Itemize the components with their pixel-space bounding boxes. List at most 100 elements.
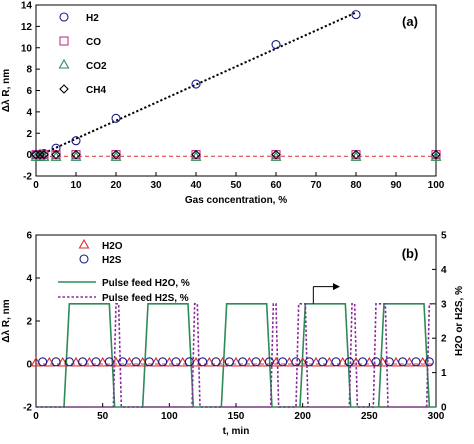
data-point (78, 238, 90, 249)
data-point (78, 357, 88, 367)
data-point (171, 357, 181, 367)
series-ch4 (31, 149, 441, 160)
y2-tick-label: 3 (441, 299, 447, 310)
x-tick-label: 20 (110, 180, 122, 191)
x-tick-label: 200 (294, 411, 311, 422)
x-axis-label: t, min (223, 426, 250, 437)
series-co (31, 150, 441, 160)
y2-axis-label: H2O or H2S, % (454, 286, 465, 356)
legend-label: H2O (102, 241, 123, 252)
data-point (131, 357, 141, 367)
data-point (38, 357, 48, 367)
x-tick-label: 80 (350, 180, 362, 191)
data-point (191, 79, 201, 89)
x-tick-label: 10 (70, 180, 82, 191)
pulse-h2o-line (36, 302, 436, 408)
x-tick-label: 60 (270, 180, 282, 191)
legend-label: H2 (86, 13, 99, 24)
y-tick-label: -2 (23, 172, 32, 183)
y2-tick-label: 1 (441, 368, 447, 379)
data-point (35, 149, 45, 160)
data-point (398, 357, 408, 367)
legend-label: Pulse feed H2O, % (102, 278, 190, 289)
data-point (59, 36, 69, 46)
x-tick-label: 300 (428, 411, 445, 422)
data-point (304, 357, 314, 367)
data-point (51, 357, 61, 367)
panel-label: (b) (402, 246, 419, 261)
data-point (64, 357, 74, 367)
y-tick-label: -2 (23, 403, 32, 414)
data-point (371, 357, 381, 367)
x-tick-label: 30 (150, 180, 162, 191)
data-point (411, 357, 421, 367)
legend-label: Pulse feed H2S, % (102, 293, 189, 304)
data-point (91, 357, 101, 367)
data-point (211, 357, 221, 367)
series-h2o (30, 356, 429, 367)
data-point (224, 357, 234, 367)
data-point (58, 58, 70, 69)
y-tick-label: 4 (26, 107, 32, 118)
data-point (51, 149, 61, 160)
data-point (184, 357, 194, 367)
y-axis-label: Δλ R, nm (1, 299, 12, 342)
data-point (71, 149, 81, 160)
data-point (351, 149, 361, 160)
x-tick-label: 0 (33, 411, 39, 422)
data-point (264, 357, 274, 367)
y-axis-label: Δλ R, nm (1, 69, 12, 112)
data-point (59, 84, 69, 94)
data-point (59, 12, 69, 22)
x-tick-label: 150 (228, 411, 245, 422)
series-h2s (38, 357, 434, 367)
x-tick-label: 50 (97, 411, 109, 422)
data-point (238, 357, 248, 367)
data-point (271, 39, 281, 50)
legend-label: CO2 (86, 61, 107, 72)
data-point (104, 357, 114, 367)
x-tick-label: 0 (33, 180, 39, 191)
data-point (358, 357, 368, 367)
data-point (31, 149, 41, 160)
x-tick-label: 100 (428, 180, 445, 191)
data-point (79, 254, 89, 264)
data-point (278, 357, 288, 367)
data-point (144, 357, 154, 367)
data-point (331, 357, 341, 367)
data-point (118, 357, 128, 367)
y-tick-label: 2 (26, 129, 32, 140)
x-tick-label: 50 (230, 180, 242, 191)
legend-label: H2S (102, 255, 122, 266)
y-tick-label: 0 (26, 150, 32, 161)
arrow-head (333, 283, 340, 291)
x-tick-label: 250 (361, 411, 378, 422)
y2-tick-label: 5 (441, 231, 447, 242)
data-point (271, 149, 281, 160)
pulse-h2s-line (36, 302, 436, 408)
data-point (111, 149, 121, 160)
y-tick-label: 10 (21, 43, 33, 54)
data-point (111, 113, 121, 123)
data-point (71, 136, 81, 146)
data-point (318, 357, 328, 367)
data-point (251, 357, 261, 367)
y-tick-label: 12 (21, 22, 33, 33)
x-axis-label: Gas concentration, % (185, 195, 287, 206)
data-point (158, 357, 168, 367)
x-tick-label: 70 (310, 180, 322, 191)
data-point (39, 149, 49, 160)
data-point (198, 357, 208, 367)
data-point (424, 357, 434, 367)
y-tick-label: 6 (26, 86, 32, 97)
x-tick-label: 100 (161, 411, 178, 422)
data-point (191, 149, 201, 160)
legend: H2O H2S Pulse feed H2O, % Pulse feed H2S, % (58, 238, 190, 304)
plot-frame (35, 234, 437, 408)
y-tick-label: 6 (26, 231, 32, 242)
y-tick-label: 4 (26, 274, 32, 285)
y-tick-label: 0 (26, 360, 32, 371)
